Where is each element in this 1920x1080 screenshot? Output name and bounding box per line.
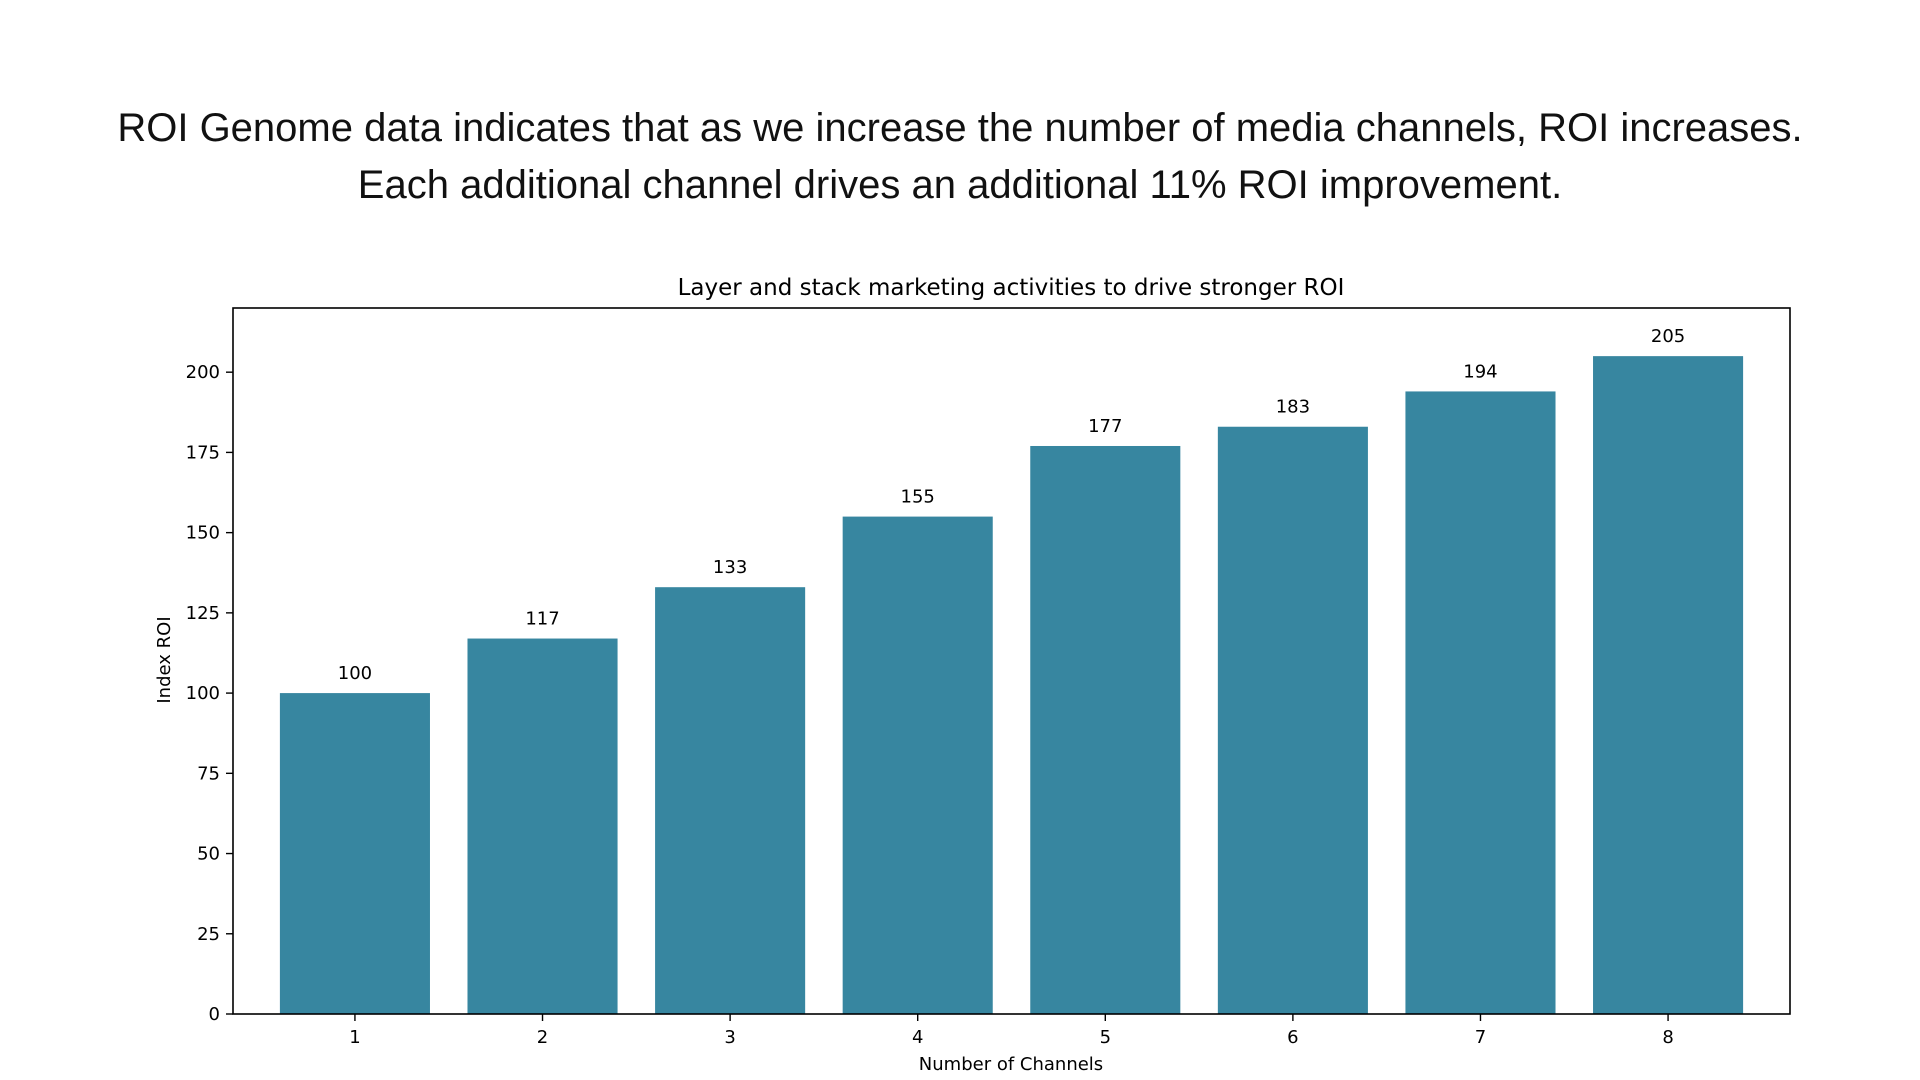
y-axis: 0 25 50 75 100 125 150 175 200 xyxy=(186,362,233,1025)
y-tick-label-125: 125 xyxy=(186,603,220,624)
headline-line-1: ROI Genome data indicates that as we inc… xyxy=(117,106,1803,150)
y-tick-label-175: 175 xyxy=(186,442,220,463)
x-tick-label-3: 3 xyxy=(724,1027,735,1048)
x-tick-label-2: 2 xyxy=(537,1027,548,1048)
x-tick-label-6: 6 xyxy=(1287,1027,1298,1048)
x-tick-label-8: 8 xyxy=(1662,1027,1673,1048)
y-tick-label-150: 150 xyxy=(186,523,220,544)
y-tick-label-200: 200 xyxy=(186,362,220,383)
y-tick-label-0: 0 xyxy=(209,1004,220,1025)
headline-line-2: Each additional channel drives an additi… xyxy=(357,163,1563,207)
bars-group xyxy=(279,356,1744,1015)
bar-4 xyxy=(842,516,993,1014)
y-tick-label-75: 75 xyxy=(197,763,220,784)
bar-3 xyxy=(655,587,806,1014)
y-tick-label-50: 50 xyxy=(197,844,220,865)
bar-6 xyxy=(1217,426,1368,1015)
x-tick-label-5: 5 xyxy=(1100,1027,1111,1048)
data-labels-group: 100 117 133 155 177 183 194 205 xyxy=(338,326,1685,684)
x-axis: 1 2 3 4 5 6 7 8 xyxy=(349,1014,1674,1048)
bar-8 xyxy=(1593,356,1744,1014)
x-tick-label-7: 7 xyxy=(1475,1027,1486,1048)
data-label-3: 133 xyxy=(713,557,747,578)
bar-7 xyxy=(1405,391,1556,1014)
x-axis-label: Number of Channels xyxy=(919,1054,1103,1075)
y-tick-label-25: 25 xyxy=(197,924,220,945)
data-label-1: 100 xyxy=(338,663,372,684)
y-tick-label-100: 100 xyxy=(186,683,220,704)
x-tick-label-1: 1 xyxy=(349,1027,360,1048)
data-label-5: 177 xyxy=(1088,416,1122,437)
bar-5 xyxy=(1030,445,1181,1014)
data-label-4: 155 xyxy=(901,487,935,508)
chart-title: Layer and stack marketing activities to … xyxy=(678,275,1345,301)
data-label-2: 117 xyxy=(525,609,559,630)
plot-frame xyxy=(232,307,1791,1015)
headline: ROI Genome data indicates that as we inc… xyxy=(0,100,1920,214)
bar-2 xyxy=(467,638,618,1014)
data-label-6: 183 xyxy=(1276,397,1310,418)
bar-1 xyxy=(279,693,430,1014)
data-label-7: 194 xyxy=(1463,361,1497,382)
y-axis-label: Index ROI xyxy=(154,616,175,703)
data-label-8: 205 xyxy=(1651,326,1685,347)
x-tick-label-4: 4 xyxy=(912,1027,923,1048)
